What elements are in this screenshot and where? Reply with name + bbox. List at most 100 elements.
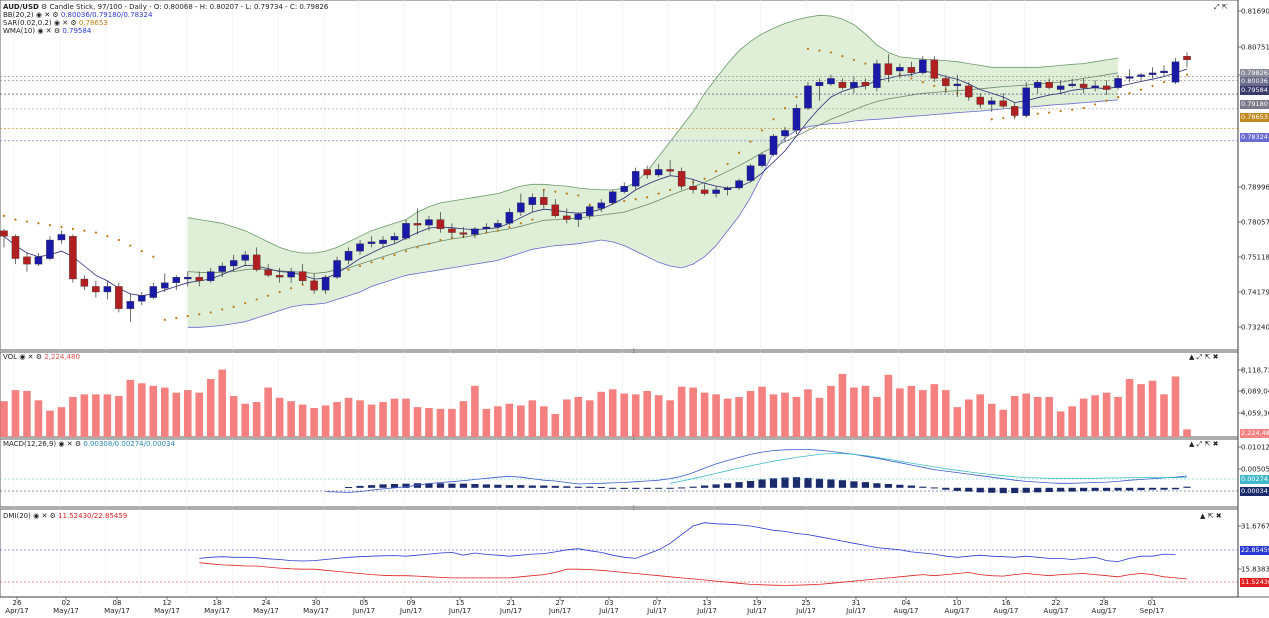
fullscreen-icon[interactable]: ⇱: [1204, 353, 1211, 361]
sar-dot: [416, 246, 419, 249]
fullscreen-icon[interactable]: ⇱: [1204, 440, 1211, 448]
gear-icon[interactable]: ⚙: [70, 19, 77, 27]
candle-body: [1137, 74, 1145, 77]
close-pane-icon[interactable]: ✖: [1212, 440, 1219, 448]
move-up-icon[interactable]: ▲: [1200, 512, 1206, 520]
candle-body: [838, 81, 847, 88]
x-tick-label: 21: [507, 599, 516, 607]
volume-bar: [1183, 429, 1191, 437]
macd-histogram-bar: [804, 477, 812, 488]
eye-icon[interactable]: ◉: [37, 27, 44, 35]
macd-value: 0.00308/0.00274/0.00034: [83, 440, 175, 448]
close-pane-icon[interactable]: ✖: [1215, 512, 1222, 520]
macd-histogram-bar: [425, 483, 433, 488]
candle-body: [264, 269, 272, 276]
volume-bar: [23, 390, 31, 437]
sar-dot: [370, 261, 373, 264]
close-icon[interactable]: ✕: [41, 512, 48, 520]
sar-dot: [726, 162, 729, 165]
close-icon[interactable]: ✕: [62, 19, 69, 27]
fullscreen-icon[interactable]: ⇱: [1207, 512, 1214, 520]
eye-icon[interactable]: ◉: [33, 512, 40, 520]
close-icon[interactable]: ✕: [45, 27, 52, 35]
eye-icon[interactable]: ◉: [19, 353, 26, 361]
volume-bar: [69, 396, 77, 437]
volume-bar: [390, 398, 399, 437]
candle-body: [367, 241, 376, 244]
macd-histogram-bar: [850, 481, 858, 488]
candle-body: [333, 260, 341, 278]
gear-icon[interactable]: ⚙: [49, 512, 56, 520]
sar-dot: [772, 118, 775, 121]
vol-label[interactable]: VOL: [3, 353, 18, 361]
eye-icon[interactable]: ◉: [35, 11, 42, 19]
macd-histogram-bar: [884, 484, 892, 488]
close-icon[interactable]: ✕: [66, 440, 73, 448]
dmi-header: DMI(20) ◉ ✕ ⚙ 11.52430/22.85459: [3, 512, 127, 521]
sar-dot: [1151, 84, 1154, 87]
sar-dot: [496, 229, 499, 232]
sar-dot: [657, 192, 660, 195]
volume-bar: [333, 402, 341, 437]
symbol-label[interactable]: AUD/USD: [3, 3, 39, 11]
candle-body: [1171, 61, 1180, 83]
expand-icon[interactable]: ⤢: [1196, 353, 1203, 361]
gear-icon[interactable]: ⚙: [53, 27, 61, 35]
sar-label[interactable]: SAR(0.02,0.2): [3, 19, 52, 27]
move-up-icon[interactable]: ▲: [1189, 440, 1195, 448]
eye-icon[interactable]: ◉: [53, 19, 60, 27]
volume-bar: [1114, 396, 1122, 437]
x-tick-label: 25: [802, 599, 811, 607]
macd-label[interactable]: MACD(12,26,9): [3, 440, 57, 448]
macd-histogram-bar: [896, 484, 904, 488]
volume-bar: [1102, 392, 1111, 437]
x-tick-month-label: Jun/17: [352, 607, 375, 615]
sar-dot: [2, 214, 6, 217]
main-ytick-label: 0.75118: [1241, 254, 1269, 262]
candle-body: [126, 301, 135, 309]
bb-label[interactable]: BB(20,2): [3, 11, 34, 19]
move-up-icon[interactable]: ▲: [1189, 353, 1195, 361]
expand-icon[interactable]: ⤢: [1196, 440, 1203, 448]
volume-bar: [804, 389, 812, 437]
volume-bar: [310, 408, 318, 437]
close-icon[interactable]: ✕: [27, 353, 34, 361]
sar-dot: [623, 199, 626, 203]
macd-histogram-bar: [655, 487, 663, 489]
volume-bar: [597, 391, 606, 437]
candle-body: [528, 197, 537, 205]
gear-icon[interactable]: ⚙: [35, 353, 43, 361]
macd-histogram-bar: [597, 487, 605, 489]
vol-ytick-label: 6,089,043: [1241, 388, 1269, 396]
macd-histogram-bar: [356, 485, 364, 488]
candle-body: [1091, 85, 1099, 88]
sar-dot: [703, 177, 706, 180]
x-tick-label: 28: [1100, 599, 1109, 607]
settings-icon[interactable]: ⚙: [41, 3, 48, 11]
sar-dot: [404, 250, 408, 253]
macd-histogram-bar: [1068, 487, 1076, 492]
gear-icon[interactable]: ⚙: [52, 11, 59, 19]
volume-bar: [1091, 395, 1099, 437]
eye-icon[interactable]: ◉: [58, 440, 65, 448]
candle-body: [815, 81, 824, 87]
expand-icon[interactable]: ⤢: [1214, 3, 1220, 11]
candle-body: [965, 85, 973, 98]
gear-icon[interactable]: ⚙: [74, 440, 82, 448]
sar-dot: [209, 311, 212, 314]
dmi-label[interactable]: DMI(20): [3, 512, 31, 520]
sar-dot: [198, 313, 201, 316]
wma-label[interactable]: WMA(10): [3, 27, 36, 35]
sar-dot: [634, 198, 637, 201]
fullscreen-icon[interactable]: ⇱: [1221, 3, 1228, 11]
macd-histogram-bar: [1114, 487, 1122, 491]
close-icon[interactable]: ✕: [44, 11, 51, 19]
macd-histogram-bar: [827, 479, 835, 488]
x-tick-month-label: May/17: [154, 607, 180, 615]
macd-histogram-bar: [999, 487, 1007, 494]
volume-bar: [149, 385, 158, 437]
sar-dot: [427, 242, 431, 245]
macd-histogram-bar: [919, 486, 927, 488]
close-pane-icon[interactable]: ✖: [1212, 353, 1219, 361]
volume-bar: [953, 407, 962, 437]
